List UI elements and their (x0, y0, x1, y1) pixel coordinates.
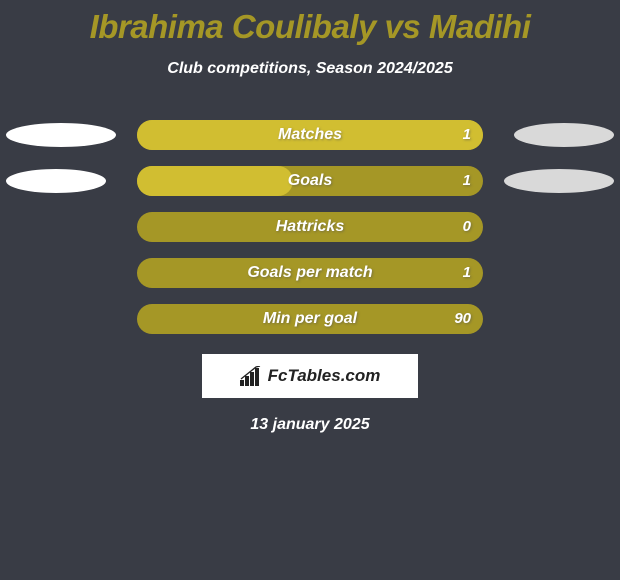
stat-row: Matches1 (0, 120, 620, 150)
stat-label: Goals per match (137, 258, 483, 288)
stat-value: 90 (454, 304, 471, 334)
stat-label: Min per goal (137, 304, 483, 334)
stat-label: Hattricks (137, 212, 483, 242)
stat-label: Matches (137, 120, 483, 150)
bar-track: Min per goal90 (137, 304, 483, 334)
stat-value: 1 (463, 166, 471, 196)
right-marker (504, 169, 614, 193)
subtitle: Club competitions, Season 2024/2025 (0, 60, 620, 78)
stat-row: Goals per match1 (0, 258, 620, 288)
stats-rows: Matches1Goals1Hattricks0Goals per match1… (0, 120, 620, 334)
comparison-infographic: Ibrahima Coulibaly vs Madihi Club compet… (0, 0, 620, 580)
bar-track: Goals1 (137, 166, 483, 196)
bar-track: Matches1 (137, 120, 483, 150)
bar-track: Hattricks0 (137, 212, 483, 242)
logo-text: FcTables.com (268, 366, 381, 386)
stat-label: Goals (137, 166, 483, 196)
stat-row: Hattricks0 (0, 212, 620, 242)
bar-chart-icon (240, 366, 262, 386)
stat-value: 1 (463, 120, 471, 150)
stat-row: Min per goal90 (0, 304, 620, 334)
stat-value: 0 (463, 212, 471, 242)
left-marker (6, 169, 106, 193)
stat-row: Goals1 (0, 166, 620, 196)
left-marker (6, 123, 116, 147)
date: 13 january 2025 (0, 416, 620, 434)
logo-box: FcTables.com (202, 354, 418, 398)
bar-track: Goals per match1 (137, 258, 483, 288)
right-marker (514, 123, 614, 147)
page-title: Ibrahima Coulibaly vs Madihi (0, 0, 620, 46)
stat-value: 1 (463, 258, 471, 288)
